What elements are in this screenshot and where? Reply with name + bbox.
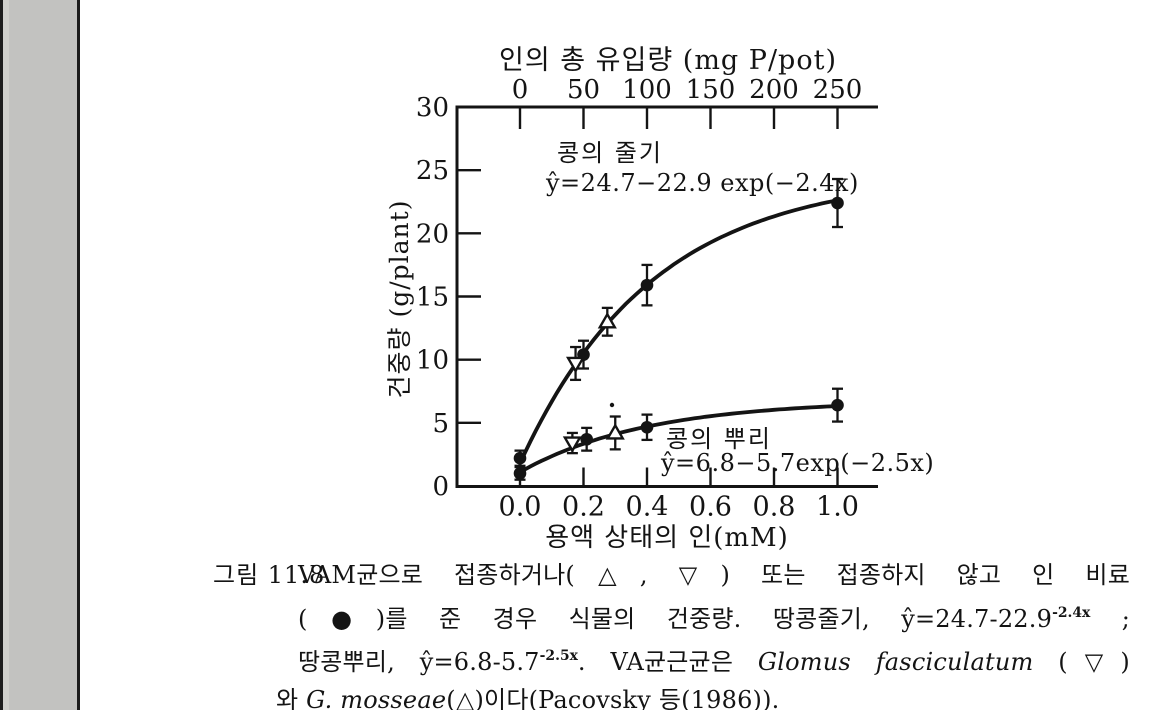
top-tick-label: 150: [686, 75, 736, 105]
y-tick-label: 20: [416, 219, 449, 249]
stem-equation: ŷ=24.7−22.9 exp(−2.4x): [546, 169, 859, 197]
series-stem-glomus-fasciculatum: [565, 345, 586, 382]
top-tick-label: 250: [813, 75, 863, 105]
caption-line: 와 G. mosseae(△)이다(Pacovsky 등(1986)).: [276, 682, 1130, 710]
print-artifact-dot: [609, 402, 615, 408]
top-axis-title: 인의 총 유입량 (mg P/pot): [499, 45, 837, 76]
caption-segment: (●)를 준 경우 식물의 건중량. 땅콩줄기, ŷ=24.7-22.9: [298, 604, 1053, 633]
series-stem-glomus-mosseae: [597, 306, 617, 337]
x-tick-label: 0.4: [626, 492, 669, 523]
marker-circle-filled: [640, 278, 654, 292]
caption-segment: . VA균근균은: [577, 648, 758, 676]
series-root-glomus-fasciculatum: [562, 431, 582, 455]
series-stem-phosphorus-fertilized: [513, 177, 844, 467]
x-tick-label: 0.2: [562, 492, 605, 523]
y-tick-label: 10: [416, 346, 449, 376]
figure-caption: 그림 11.8 VAM균으로 접종하거나(△, ▽) 또는 접종하지 않고 인 …: [213, 557, 1130, 710]
caption-superscript: -2.4x: [1052, 604, 1091, 621]
x-tick-label: 1.0: [816, 492, 859, 523]
marker-circle-filled: [831, 196, 844, 210]
caption-segment: (▽): [1033, 648, 1130, 676]
caption-species-name: Glomus fasciculatum: [757, 648, 1034, 676]
caption-line: (●)를 준 경우 식물의 건중량. 땅콩줄기, ŷ=24.7-22.9-2.4…: [298, 595, 1130, 639]
top-tick-label: 200: [749, 75, 799, 105]
marker-triangle-down: [565, 356, 586, 374]
top-tick-label: 0: [512, 75, 529, 105]
caption-species-name: G. mosseae: [306, 685, 447, 710]
caption-segment: ;: [1090, 604, 1130, 633]
caption-line: 땅콩뿌리, ŷ=6.8-5.7-2.5x. VA균근균은 Glomus fasc…: [298, 638, 1130, 682]
series-root-glomus-mosseae: [605, 415, 625, 451]
marker-triangle-up: [605, 423, 625, 440]
marker-circle-filled: [831, 398, 844, 412]
caption-segment: (△)이다(Pacovsky 등(1986)).: [446, 685, 780, 710]
caption-superscript: -2.5x: [539, 648, 578, 664]
caption-line: VAM균으로 접종하거나(△, ▽) 또는 접종하지 않고 인 비료: [298, 557, 1130, 595]
marker-triangle-down: [562, 436, 582, 453]
page-left-border: [0, 0, 3, 710]
marker-circle-filled: [640, 420, 654, 434]
marker-circle-filled: [513, 467, 527, 480]
caption-text: VAM균으로 접종하거나(△, ▽) 또는 접종하지 않고 인 비료 (●)를 준…: [276, 557, 1130, 710]
y-axis-title: 건중량 (g/plant): [385, 199, 414, 399]
x-tick-label: 0.6: [689, 492, 732, 523]
top-tick-label: 100: [622, 75, 672, 105]
figure-chart: 0.0 0.2 0.4 0.6 0.8 1.0 0 50 100 150 200 250 0 5 10 15 2…: [416, 75, 878, 523]
y-tick-label: 30: [416, 93, 449, 123]
marker-triangle-up: [597, 311, 617, 329]
root-equation: ŷ=6.8−5.7exp(−2.5x): [661, 449, 935, 477]
margin-divider-line: [77, 0, 80, 710]
x-tick-label: 0.0: [499, 492, 542, 523]
caption-segment: VAM균으로 접종하거나(△, ▽) 또는 접종하지 않고 인 비료: [298, 561, 1130, 589]
caption-segment: 와: [276, 685, 307, 710]
x-tick-label: 0.8: [753, 492, 796, 523]
marker-circle-filled: [580, 432, 593, 446]
page-margin-strip: [3, 0, 77, 710]
marker-circle-filled: [513, 451, 527, 465]
root-series-label: 콩의 뿌리: [666, 425, 772, 453]
y-tick-label: 15: [416, 283, 449, 313]
caption-segment: 땅콩뿌리, ŷ=6.8-5.7: [298, 648, 540, 676]
figure-number: 그림 11.8: [213, 561, 326, 589]
x-axis-title: 용액 상태의 인(mM): [545, 523, 789, 553]
stem-series-label: 콩의 줄기: [557, 139, 663, 167]
margin-strip-highlight: [3, 0, 9, 710]
top-tick-label: 50: [567, 75, 600, 105]
y-tick-label: 0: [432, 472, 449, 502]
y-tick-label: 25: [416, 156, 449, 186]
y-tick-label: 5: [432, 409, 449, 439]
series-root-phosphorus-fertilized: [513, 387, 844, 481]
